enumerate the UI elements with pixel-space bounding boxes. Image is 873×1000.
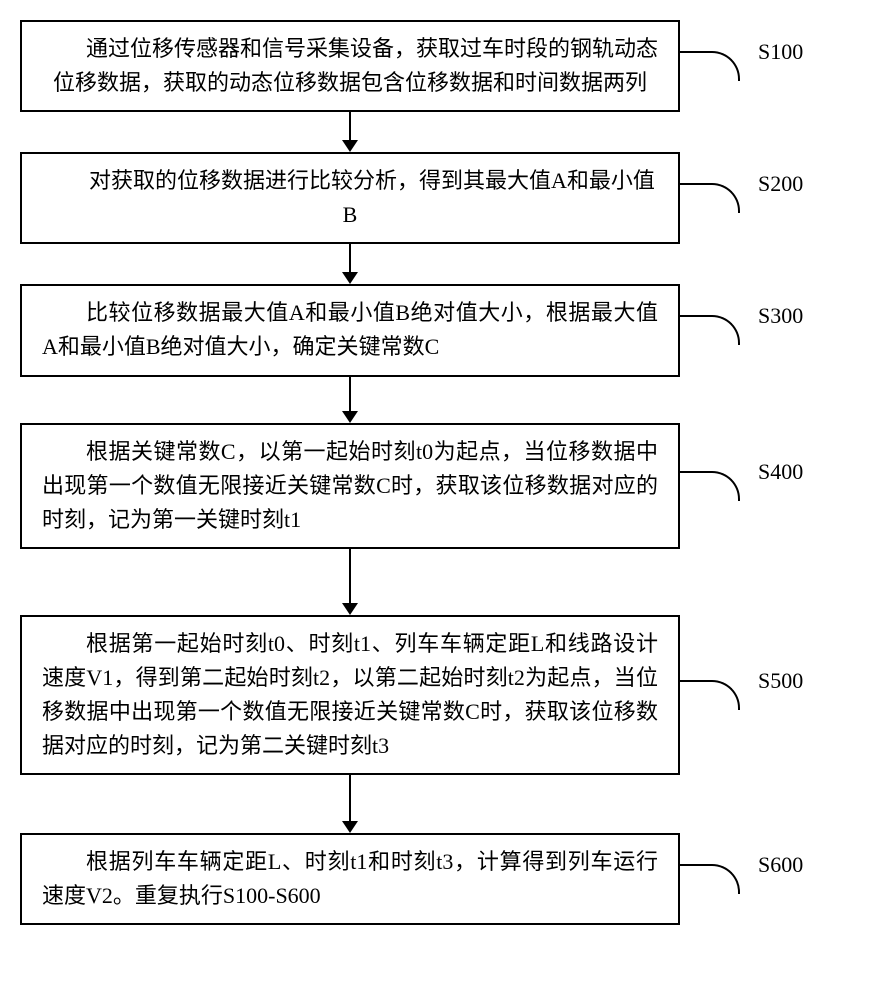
connector-curve [678, 183, 740, 213]
arrow-down [20, 112, 680, 152]
step-row-s100: 通过位移传感器和信号采集设备，获取过车时段的钢轨动态位移数据，获取的动态位移数据… [20, 20, 853, 112]
connector-curve [678, 680, 740, 710]
step-label: S400 [758, 459, 803, 485]
arrow-down [20, 775, 680, 833]
step-box: 根据第一起始时刻t0、时刻t1、列车车辆定距L和线路设计速度V1，得到第二起始时… [20, 615, 680, 775]
step-label: S300 [758, 303, 803, 329]
connector-curve [678, 471, 740, 501]
connector-curve [678, 315, 740, 345]
step-box: 比较位移数据最大值A和最小值B绝对值大小，根据最大值A和最小值B绝对值大小，确定… [20, 284, 680, 376]
arrow-down [20, 244, 680, 284]
label-connector: S200 [680, 183, 853, 213]
step-box: 根据关键常数C，以第一起始时刻t0为起点，当位移数据中出现第一个数值无限接近关键… [20, 423, 680, 549]
arrow-down [20, 549, 680, 615]
step-box: 对获取的位移数据进行比较分析，得到其最大值A和最小值B [20, 152, 680, 244]
label-connector: S500 [680, 680, 853, 710]
label-connector: S100 [680, 51, 853, 81]
step-box: 根据列车车辆定距L、时刻t1和时刻t3，计算得到列车运行速度V2。重复执行S10… [20, 833, 680, 925]
step-row-s600: 根据列车车辆定距L、时刻t1和时刻t3，计算得到列车运行速度V2。重复执行S10… [20, 833, 853, 925]
step-label: S600 [758, 852, 803, 878]
flowchart-container: 通过位移传感器和信号采集设备，获取过车时段的钢轨动态位移数据，获取的动态位移数据… [20, 20, 853, 925]
step-label: S200 [758, 171, 803, 197]
step-label: S500 [758, 668, 803, 694]
connector-curve [678, 864, 740, 894]
connector-curve [678, 51, 740, 81]
label-connector: S600 [680, 864, 853, 894]
label-connector: S300 [680, 315, 853, 345]
step-row-s500: 根据第一起始时刻t0、时刻t1、列车车辆定距L和线路设计速度V1，得到第二起始时… [20, 615, 853, 775]
arrow-down [20, 377, 680, 423]
step-box: 通过位移传感器和信号采集设备，获取过车时段的钢轨动态位移数据，获取的动态位移数据… [20, 20, 680, 112]
step-row-s200: 对获取的位移数据进行比较分析，得到其最大值A和最小值BS200 [20, 152, 853, 244]
step-label: S100 [758, 39, 803, 65]
step-row-s300: 比较位移数据最大值A和最小值B绝对值大小，根据最大值A和最小值B绝对值大小，确定… [20, 284, 853, 376]
label-connector: S400 [680, 471, 853, 501]
step-row-s400: 根据关键常数C，以第一起始时刻t0为起点，当位移数据中出现第一个数值无限接近关键… [20, 423, 853, 549]
